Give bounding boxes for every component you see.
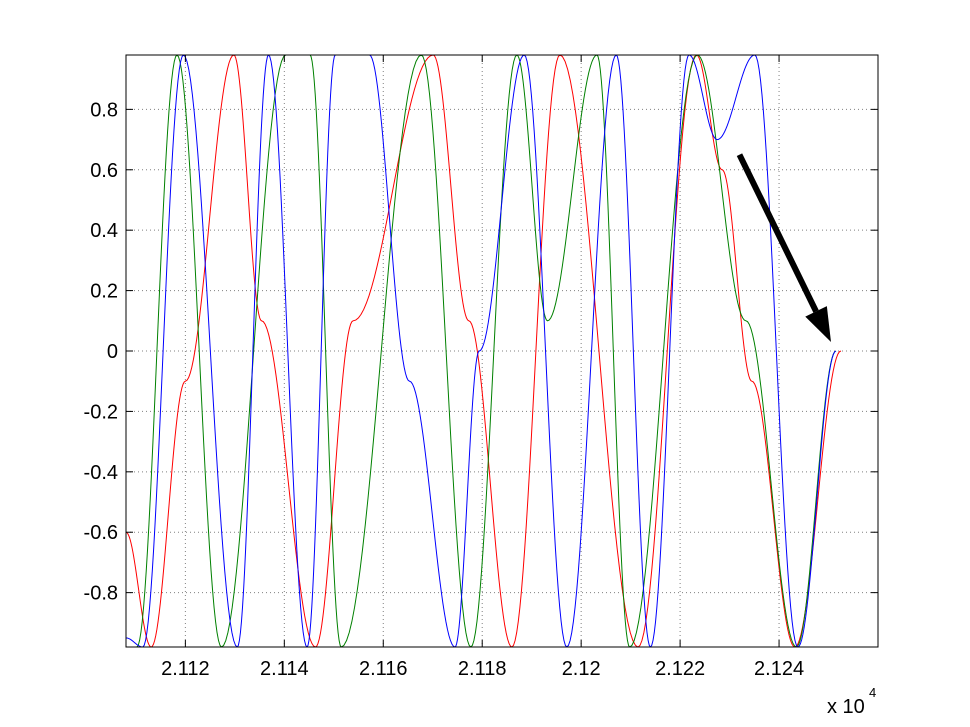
y-tick-label: -0.2 bbox=[84, 401, 118, 423]
x-tick-label: 2.122 bbox=[655, 658, 705, 680]
x-tick-label: 2.12 bbox=[562, 658, 601, 680]
x-tick-label: 2.114 bbox=[260, 658, 309, 680]
y-tick-label: -0.6 bbox=[84, 522, 118, 544]
annotation-arrow-shaft bbox=[736, 153, 819, 313]
grid bbox=[126, 55, 878, 647]
y-tick-label: 0.6 bbox=[90, 160, 118, 182]
x-multiplier-exponent: 4 bbox=[869, 685, 876, 700]
y-tick-label: -0.4 bbox=[84, 462, 118, 484]
y-tick-label: -0.8 bbox=[84, 583, 118, 605]
series-line-1 bbox=[126, 55, 842, 647]
series-group bbox=[126, 55, 842, 647]
annotations bbox=[736, 153, 831, 342]
y-tick-label: 0.4 bbox=[90, 220, 118, 242]
series-line-3 bbox=[126, 55, 837, 647]
y-tick-label: 0 bbox=[107, 341, 118, 363]
x-tick-label: 2.116 bbox=[359, 658, 408, 680]
x-multiplier-label: x 10 bbox=[827, 696, 865, 718]
annotation-arrow-head bbox=[805, 306, 831, 342]
x-tick-label: 2.112 bbox=[161, 658, 210, 680]
y-tick-label: 0.2 bbox=[90, 281, 118, 303]
x-tick-label: 2.118 bbox=[458, 658, 507, 680]
x-tick-label: 2.124 bbox=[754, 658, 804, 680]
y-tick-label: 0.8 bbox=[90, 99, 118, 121]
ticks: 2.112 2.114 2.116 2.118 2.12 2.122 2.124 -0.8 -0… bbox=[84, 55, 878, 680]
series-line-2 bbox=[136, 55, 837, 647]
